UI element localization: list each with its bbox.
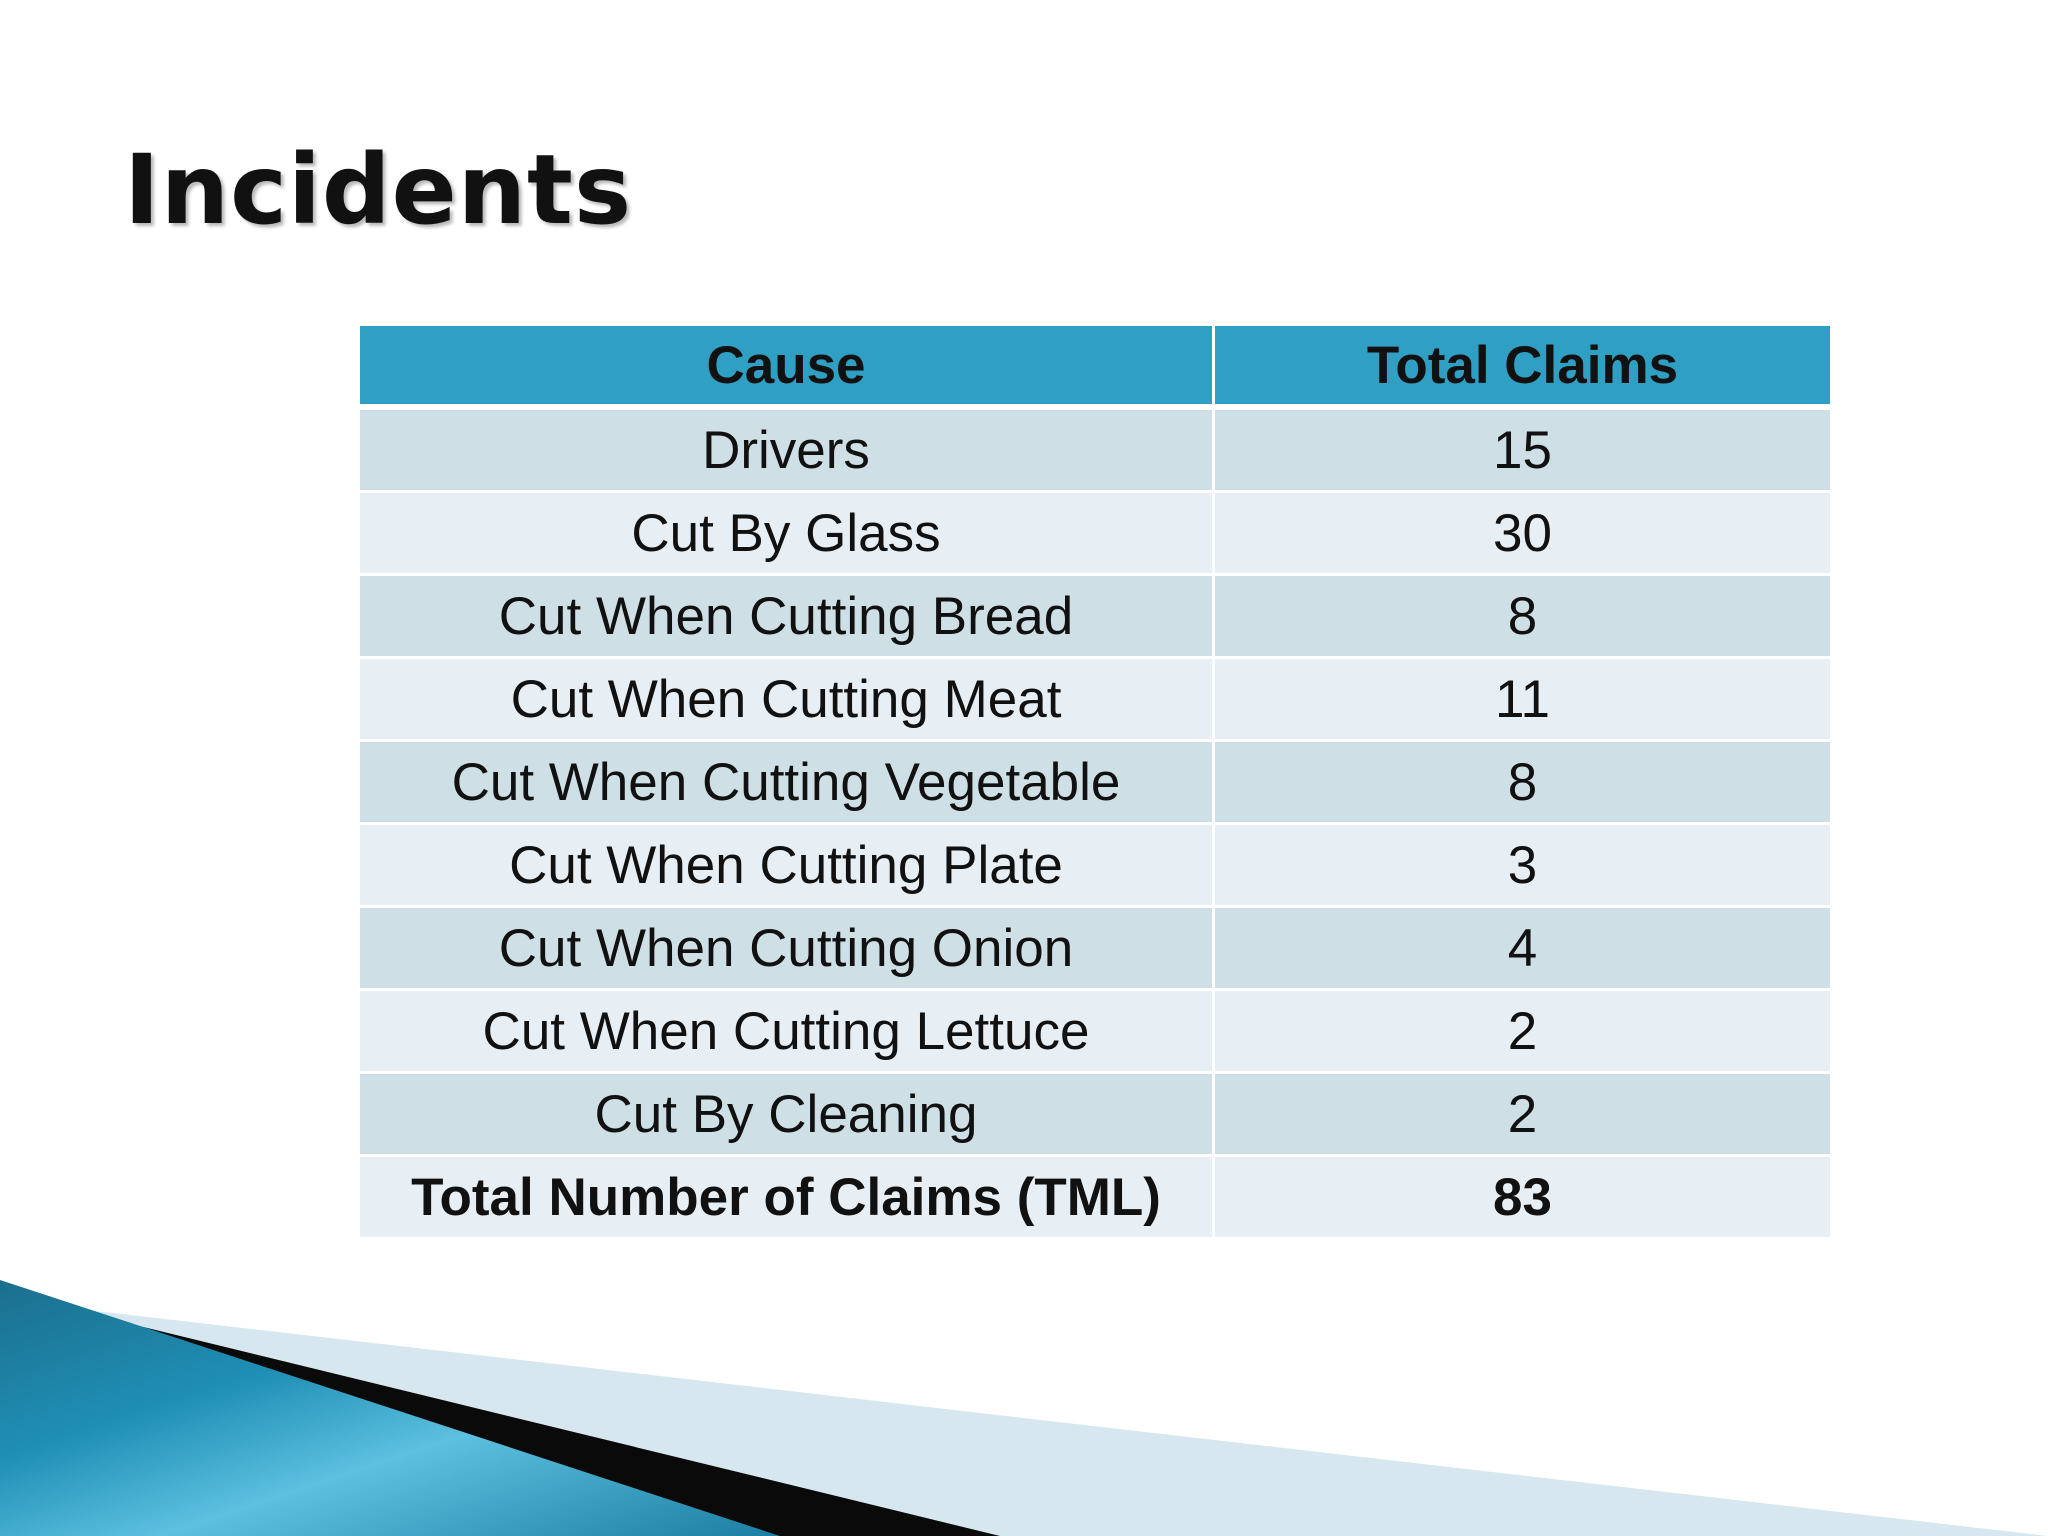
cause-cell: Cut When Cutting Bread xyxy=(360,576,1215,659)
table-row: Cut By Cleaning 2 xyxy=(360,1074,1830,1157)
header-cause: Cause xyxy=(360,326,1215,410)
cause-cell: Cut By Cleaning xyxy=(360,1074,1215,1157)
table-row: Cut When Cutting Lettuce 2 xyxy=(360,991,1830,1074)
total-label-cell: Total Number of Claims (TML) xyxy=(360,1157,1215,1240)
slide-title: Incidents xyxy=(124,134,633,246)
cause-cell: Cut When Cutting Plate xyxy=(360,825,1215,908)
total-value-cell: 83 xyxy=(1215,1157,1830,1240)
table-row: Drivers 15 xyxy=(360,410,1830,493)
table-row: Cut By Glass 30 xyxy=(360,493,1830,576)
cause-cell: Cut By Glass xyxy=(360,493,1215,576)
cause-cell: Drivers xyxy=(360,410,1215,493)
cause-cell: Cut When Cutting Onion xyxy=(360,908,1215,991)
claims-cell: 4 xyxy=(1215,908,1830,991)
claims-cell: 30 xyxy=(1215,493,1830,576)
claims-cell: 15 xyxy=(1215,410,1830,493)
table-row: Cut When Cutting Meat 11 xyxy=(360,659,1830,742)
cause-cell: Cut When Cutting Meat xyxy=(360,659,1215,742)
table-total-row: Total Number of Claims (TML) 83 xyxy=(360,1157,1830,1240)
table-row: Cut When Cutting Bread 8 xyxy=(360,576,1830,659)
header-total-claims: Total Claims xyxy=(1215,326,1830,410)
claims-cell: 3 xyxy=(1215,825,1830,908)
table-header-row: Cause Total Claims xyxy=(360,326,1830,410)
cause-cell: Cut When Cutting Vegetable xyxy=(360,742,1215,825)
incidents-table-container: Cause Total Claims Drivers 15 Cut By Gla… xyxy=(360,326,1830,1240)
claims-cell: 2 xyxy=(1215,1074,1830,1157)
table-row: Cut When Cutting Onion 4 xyxy=(360,908,1830,991)
cause-cell: Cut When Cutting Lettuce xyxy=(360,991,1215,1074)
table-row: Cut When Cutting Vegetable 8 xyxy=(360,742,1830,825)
claims-cell: 8 xyxy=(1215,576,1830,659)
claims-cell: 2 xyxy=(1215,991,1830,1074)
claims-cell: 8 xyxy=(1215,742,1830,825)
claims-cell: 11 xyxy=(1215,659,1830,742)
table-row: Cut When Cutting Plate 3 xyxy=(360,825,1830,908)
swoosh-blue-band xyxy=(0,1280,780,1536)
decorative-swoosh xyxy=(0,1280,2048,1536)
incidents-table: Cause Total Claims Drivers 15 Cut By Gla… xyxy=(360,326,1830,1240)
